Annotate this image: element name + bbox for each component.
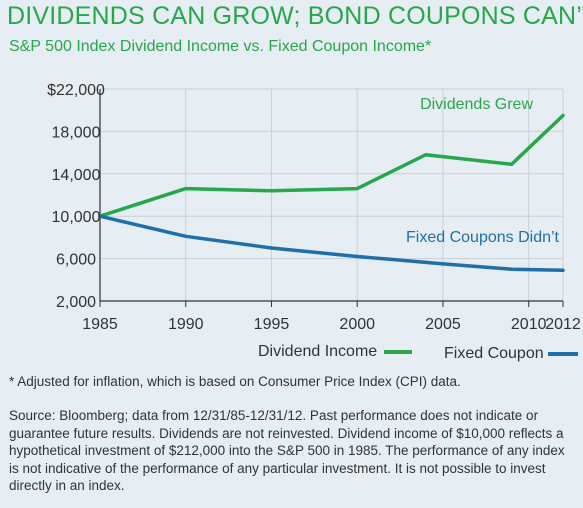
y-tick-label: 14,000: [52, 167, 101, 184]
source-note: Source: Bloomberg; data from 12/31/85-12…: [9, 408, 565, 494]
annotation-dividends-grew: Dividends Grew: [420, 96, 533, 113]
gridlines: [100, 88, 564, 301]
y-tick-label: 18,000: [52, 124, 101, 141]
x-tick-label: 2010: [511, 316, 547, 333]
chart-title: DIVIDENDS CAN GROW; BOND COUPONS CAN’T: [7, 2, 583, 30]
x-tick-label: 1990: [168, 316, 204, 333]
x-tick-label: 1985: [82, 316, 118, 333]
footnote: * Adjusted for inflation, which is based…: [9, 374, 461, 389]
y-tick-label: 6,000: [56, 252, 96, 269]
tick-labels: 2,000 6,000 10,000 14,000 18,000 $22,000 1985 1…: [47, 82, 581, 333]
x-tick-label: 2000: [339, 316, 375, 333]
annotation-fixed-coupons-didnt: Fixed Coupons Didn’t: [406, 229, 560, 246]
legend: Dividend Income Fixed Coupon: [258, 343, 578, 362]
series-lines: [98, 113, 565, 273]
line-chart: 2,000 6,000 10,000 14,000 18,000 $22,000 1985 1…: [47, 82, 581, 362]
x-tick-label: 1995: [254, 316, 290, 333]
chart-subtitle: S&P 500 Index Dividend Income vs. Fixed …: [9, 38, 432, 55]
legend-label-fixed-coupon: Fixed Coupon: [444, 345, 544, 362]
x-tick-label: 2012: [545, 316, 581, 333]
series-line-fixed-coupon: [98, 214, 565, 273]
x-tick-label: 2005: [425, 316, 461, 333]
y-tick-label: 10,000: [52, 209, 101, 226]
axes: [99, 89, 564, 307]
series-line-dividend-income: [98, 113, 565, 218]
y-tick-label: $22,000: [47, 82, 105, 99]
y-tick-label: 2,000: [56, 294, 96, 311]
legend-label-dividend-income: Dividend Income: [258, 343, 377, 360]
